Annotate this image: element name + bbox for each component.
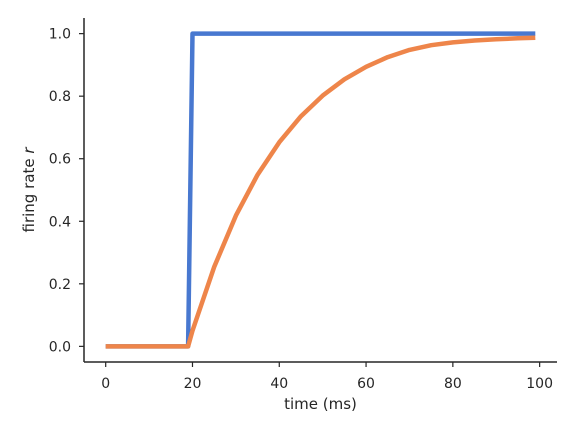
- y-tick-label: 0.4: [49, 214, 71, 230]
- y-ticks: 0.0 0.2 0.4 0.6 0.8 1.0: [49, 27, 84, 355]
- series-line-1: [105, 31, 536, 349]
- y-tick-label: 0.8: [49, 89, 71, 105]
- series-line-2: [105, 35, 536, 349]
- x-tick-label: 20: [184, 376, 202, 392]
- x-tick-label: 0: [101, 376, 110, 392]
- x-tick-label: 60: [357, 376, 375, 392]
- x-tick-label: 100: [526, 376, 553, 392]
- y-axis-label-text: firing rate: [20, 154, 38, 233]
- series-layer: [105, 31, 536, 349]
- x-axis-label: time (ms): [284, 395, 357, 413]
- y-axis-label-variable: r: [20, 147, 38, 154]
- y-tick-label: 0.6: [49, 152, 71, 168]
- y-tick-label: 0.2: [49, 277, 71, 293]
- y-tick-label: 0.0: [49, 339, 71, 355]
- x-ticks: 0 20 40 60 80 100: [101, 362, 553, 392]
- x-tick-label: 80: [444, 376, 462, 392]
- y-axis-label: firing rate r: [20, 147, 38, 233]
- x-tick-label: 40: [270, 376, 288, 392]
- y-tick-label: 1.0: [49, 27, 71, 43]
